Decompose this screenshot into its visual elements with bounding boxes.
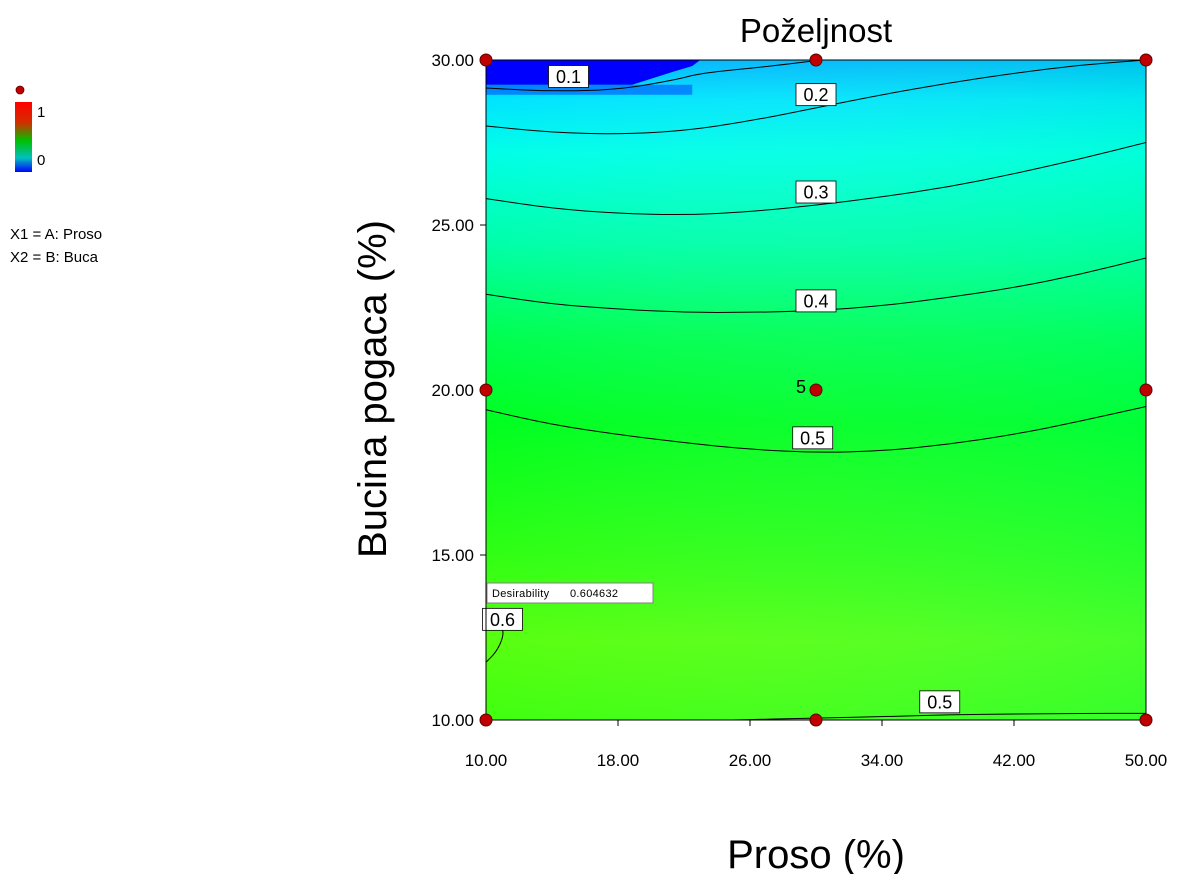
tooltip-box <box>486 582 654 604</box>
low-desirability-region <box>486 60 701 95</box>
contour-line-0.2 <box>485 59 1147 135</box>
y-tick-label: 10.00 <box>431 711 474 730</box>
tooltip-value: 0.604632 <box>570 588 618 600</box>
x-tick-label: 42.00 <box>993 751 1036 770</box>
contour-label: 0.5 <box>800 428 825 448</box>
contour-line-0.5 <box>485 406 1147 453</box>
design-point <box>1139 383 1153 397</box>
plot-area: 0.1 0.2 0.3 0.4 0.5 0.5 0.6 10.00 18.00 26.00 34.… <box>431 51 1167 770</box>
contour-label: 0.3 <box>803 183 828 203</box>
contour-label: 0.5 <box>927 692 952 712</box>
contour-label-box <box>795 83 837 107</box>
contour-label: 0.2 <box>803 85 828 105</box>
design-point <box>1139 53 1153 67</box>
contour-label-box <box>919 690 961 714</box>
x-tick-label: 34.00 <box>861 751 904 770</box>
x-tick-label: 18.00 <box>597 751 640 770</box>
contour-label-box <box>792 426 834 450</box>
x-tick-label: 10.00 <box>465 751 508 770</box>
y-tick-label: 30.00 <box>431 51 474 70</box>
design-point <box>809 713 823 727</box>
y-tick-label: 20.00 <box>431 381 474 400</box>
low-region-fade <box>486 84 693 95</box>
x-tick-label: 26.00 <box>729 751 772 770</box>
design-point <box>479 383 493 397</box>
design-point <box>809 383 823 397</box>
y-axis-title: Bucina pogaca (%) <box>351 220 395 558</box>
legend-factor-x2: X2 = B: Buca <box>10 249 99 266</box>
contour-label: 0.4 <box>803 291 828 311</box>
contour-label-box <box>548 65 589 88</box>
contour-label-box <box>795 289 837 313</box>
design-points: 5 <box>479 53 1153 727</box>
y-tick-label: 15.00 <box>431 546 474 565</box>
desirability-tooltip: Desirability 0.604632 <box>486 582 654 604</box>
contour-label: 0.1 <box>556 67 581 87</box>
chart-title: Poželjnost <box>740 12 892 49</box>
design-point <box>809 53 823 67</box>
contour-line-0.4 <box>485 257 1147 313</box>
contour-label-box <box>482 607 523 631</box>
tooltip-label: Desirability <box>492 588 550 600</box>
y-tick-label: 25.00 <box>431 216 474 235</box>
legend-color-scale <box>15 102 32 172</box>
low-region-fill <box>486 60 701 85</box>
legend-design-point-icon <box>15 85 25 95</box>
contour-line-0.3 <box>485 142 1147 216</box>
design-point <box>479 713 493 727</box>
contour-label-box <box>795 180 837 204</box>
x-tick-label: 50.00 <box>1125 751 1168 770</box>
legend-factor-x1: X1 = A: Proso <box>10 226 102 243</box>
x-axis-title: Proso (%) <box>727 833 905 874</box>
contour-label: 0.6 <box>490 610 515 630</box>
legend-max-label: 1 <box>37 104 45 121</box>
contour-line-0.1 <box>485 60 817 92</box>
legend-min-label: 0 <box>37 152 45 169</box>
contour-line-0.5 <box>733 712 1146 721</box>
legend: 1 0 X1 = A: Proso X2 = B: Buca <box>10 85 102 266</box>
contour-lines: 0.1 0.2 0.3 0.4 0.5 0.5 0.6 <box>482 59 1147 721</box>
design-point <box>479 53 493 67</box>
design-point <box>1139 713 1153 727</box>
design-point-replicate-count: 5 <box>796 377 806 397</box>
axis-ticks: 10.00 18.00 26.00 34.00 42.00 50.00 10.00 15.00… <box>431 51 1167 770</box>
